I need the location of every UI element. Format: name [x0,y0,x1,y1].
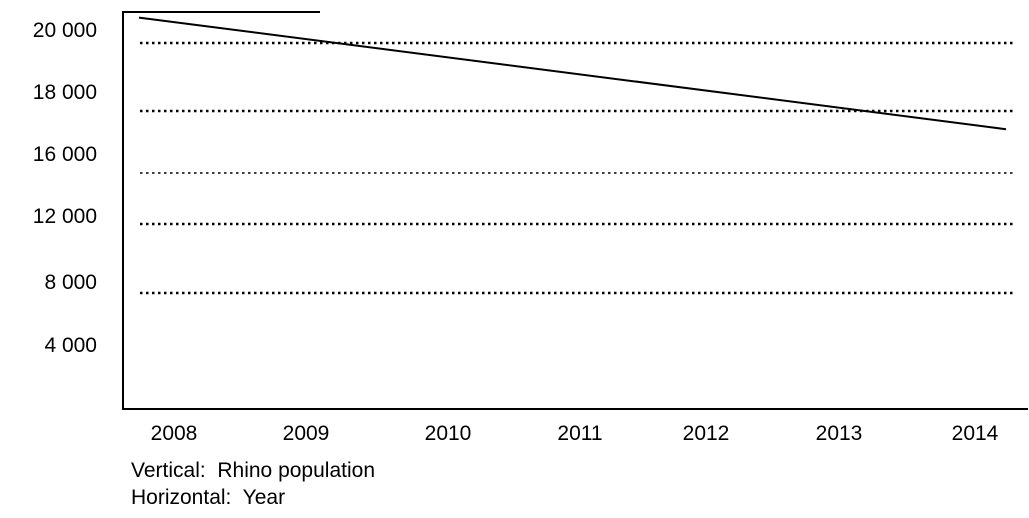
x-tick-label: 2010 [425,422,472,445]
y-tick-label: 20 000 [33,19,97,42]
series-line [138,16,1007,131]
y-tick-labels: 20 000 18 000 16 000 12 000 8 000 4 000 [33,19,97,357]
axes [122,11,1028,410]
series [138,16,1007,131]
vertical-axis-caption: Vertical: Rhino population [131,459,375,482]
y-tick-label: 12 000 [33,205,97,228]
y-tick-label: 4 000 [44,334,97,357]
x-tick-label: 2012 [683,422,730,445]
y-tick-label: 16 000 [33,143,97,166]
x-tick-label: 2011 [557,422,602,445]
x-tick-labels: 2008 2009 2010 2011 2012 2013 2014 [151,422,999,445]
x-tick-label: 2009 [283,422,330,445]
gridlines [140,41,1014,295]
horizontal-axis-caption: Horizontal: Year [131,486,286,509]
x-tick-label: 2008 [151,422,198,445]
x-tick-label: 2014 [952,422,999,445]
y-tick-label: 8 000 [44,271,97,294]
y-tick-label: 18 000 [33,81,97,104]
x-tick-label: 2013 [816,422,863,445]
